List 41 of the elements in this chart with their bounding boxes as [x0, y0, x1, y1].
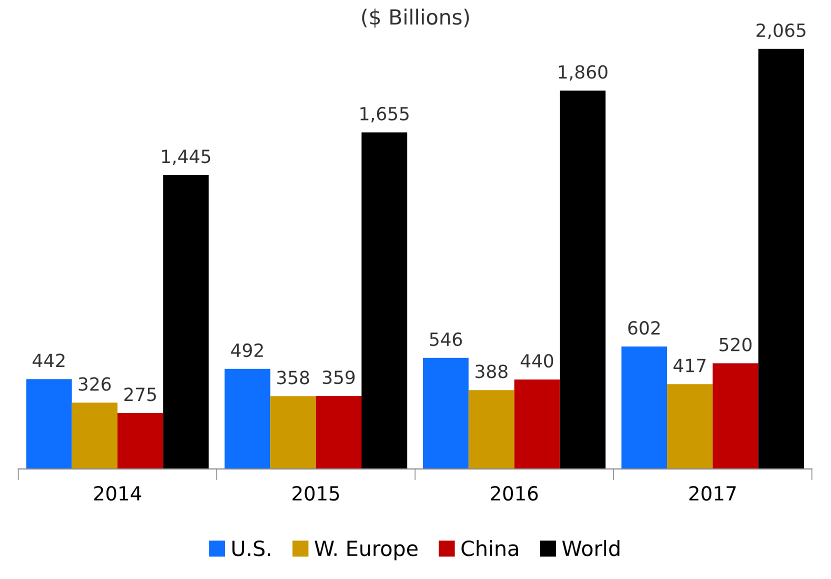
data-label: 275	[124, 388, 156, 402]
bar	[26, 379, 72, 469]
data-label: 520	[720, 338, 752, 352]
bar	[758, 48, 804, 469]
x-tick-label: 2015	[292, 486, 339, 501]
bar	[117, 413, 164, 469]
bar	[362, 132, 408, 469]
x-tick-label: 2014	[94, 486, 142, 501]
bar	[423, 358, 469, 469]
bar	[270, 396, 316, 469]
x-tick-label: 2017	[689, 486, 736, 501]
chart-title: ($ Billions)	[362, 8, 469, 28]
bar	[224, 368, 270, 469]
bar	[621, 346, 668, 469]
data-label: 2,065	[756, 23, 806, 39]
data-label: 602	[628, 321, 660, 335]
data-label: 359	[322, 370, 355, 384]
data-label: 492	[231, 343, 263, 358]
x-tick-label: 2016	[490, 486, 538, 501]
bar	[514, 379, 560, 469]
data-label: 388	[476, 364, 508, 378]
bar	[667, 384, 713, 469]
bar	[468, 390, 514, 469]
data-label: 442	[32, 354, 64, 367]
legend-label: China	[462, 540, 518, 556]
bar	[316, 396, 362, 469]
legend-label: W. Europe	[314, 540, 418, 560]
bar	[560, 90, 606, 469]
data-label: 417	[674, 358, 706, 372]
data-label: 358	[277, 370, 310, 384]
bar	[72, 402, 118, 469]
legend-label: U.S.	[232, 540, 270, 556]
data-label: 440	[520, 354, 554, 368]
data-label: 546	[430, 332, 462, 346]
data-label: 1,445	[162, 150, 210, 166]
bar	[163, 175, 209, 469]
bar	[712, 363, 758, 469]
data-label: 326	[78, 377, 111, 391]
data-label: 1,860	[558, 65, 608, 81]
data-label: 1,655	[360, 106, 409, 122]
legend-label: World	[562, 540, 620, 556]
